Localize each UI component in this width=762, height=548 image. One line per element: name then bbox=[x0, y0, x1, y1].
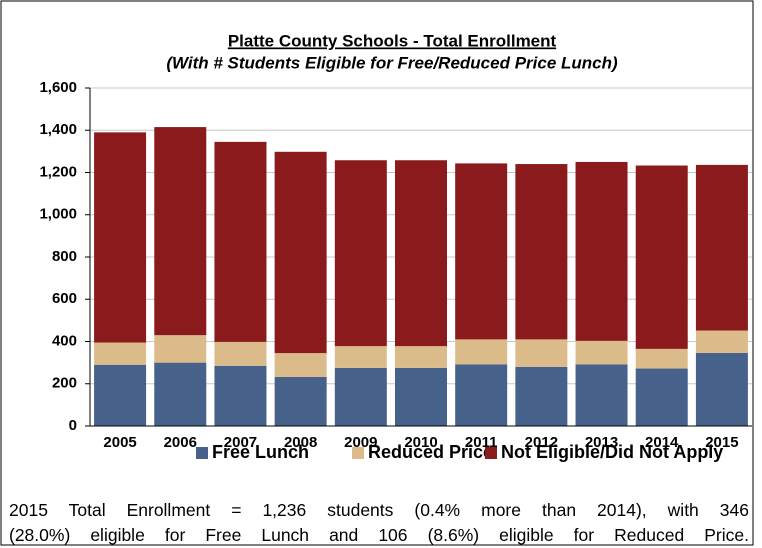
bar-segment bbox=[695, 330, 748, 353]
bar-segment bbox=[455, 339, 508, 365]
y-tick-label: 400 bbox=[52, 332, 77, 349]
bar-segment bbox=[635, 348, 688, 369]
bar-segment bbox=[274, 376, 327, 426]
x-tick-label: 2008 bbox=[284, 434, 317, 451]
bar-segment bbox=[395, 346, 447, 368]
bar-segment bbox=[274, 353, 327, 377]
y-tick-label: 0 bbox=[69, 417, 77, 434]
x-tick-label: 2015 bbox=[705, 434, 738, 451]
bar-segment bbox=[455, 163, 508, 340]
bar-segment bbox=[154, 335, 207, 363]
x-tick-label: 2009 bbox=[344, 434, 377, 451]
x-tick-label: 2012 bbox=[525, 434, 558, 451]
legend-label: Reduced Price bbox=[368, 442, 493, 462]
x-tick-label: 2007 bbox=[224, 434, 257, 451]
bar-segment bbox=[515, 164, 568, 340]
bar-segment bbox=[274, 151, 327, 354]
bar-segment bbox=[334, 346, 387, 368]
legend-swatch bbox=[352, 447, 364, 459]
bar-segment bbox=[154, 362, 207, 426]
x-tick-label: 2011 bbox=[465, 434, 498, 451]
legend-swatch bbox=[196, 447, 208, 459]
bar-segment bbox=[575, 161, 628, 341]
bar-segment bbox=[214, 341, 267, 366]
y-tick-label: 1,400 bbox=[39, 121, 77, 138]
bar-segment bbox=[635, 165, 688, 349]
bar-segment bbox=[395, 367, 447, 426]
bar-segment bbox=[154, 127, 207, 336]
bar-segment bbox=[334, 367, 387, 426]
bar-segment bbox=[395, 160, 447, 347]
x-tick-label: 2013 bbox=[585, 434, 618, 451]
y-tick-label: 200 bbox=[52, 375, 77, 392]
y-tick-label: 1,600 bbox=[39, 79, 77, 96]
bar-segment bbox=[334, 160, 387, 347]
bar-segment bbox=[515, 366, 568, 426]
x-tick-label: 2014 bbox=[645, 434, 679, 451]
legend-swatch bbox=[485, 447, 497, 459]
bar-segment bbox=[214, 141, 267, 342]
y-tick-label: 1,000 bbox=[39, 206, 77, 223]
x-tick-label: 2005 bbox=[103, 434, 136, 451]
bar-segment bbox=[455, 364, 508, 426]
bar-segment bbox=[695, 164, 748, 331]
y-tick-label: 800 bbox=[52, 248, 77, 265]
bar-segment bbox=[635, 368, 688, 426]
bar-segment bbox=[575, 364, 628, 426]
bar-segment bbox=[575, 340, 628, 365]
x-tick-label: 2010 bbox=[404, 434, 437, 451]
bar-segment bbox=[94, 364, 147, 426]
chart-title: Platte County Schools - Total Enrollment bbox=[228, 31, 557, 50]
bar-segment bbox=[695, 352, 748, 426]
bar-segment bbox=[214, 365, 267, 426]
x-tick-label: 2006 bbox=[164, 434, 197, 451]
legend-label: Free Lunch bbox=[212, 442, 309, 462]
legend-label: Not Eligible/Did Not Apply bbox=[501, 442, 723, 462]
y-tick-label: 1,200 bbox=[39, 163, 77, 180]
chart-subtitle: (With # Students Eligible for Free/Reduc… bbox=[166, 53, 618, 72]
footnote-line: (28.0%) eligible for Free Lunch and 106 … bbox=[9, 525, 749, 545]
y-tick-label: 600 bbox=[52, 290, 77, 307]
bar-segment bbox=[515, 339, 568, 367]
bar-segment bbox=[94, 132, 147, 343]
bar-segment bbox=[94, 342, 147, 365]
footnote-line: 2015 Total Enrollment = 1,236 students (… bbox=[9, 500, 749, 520]
